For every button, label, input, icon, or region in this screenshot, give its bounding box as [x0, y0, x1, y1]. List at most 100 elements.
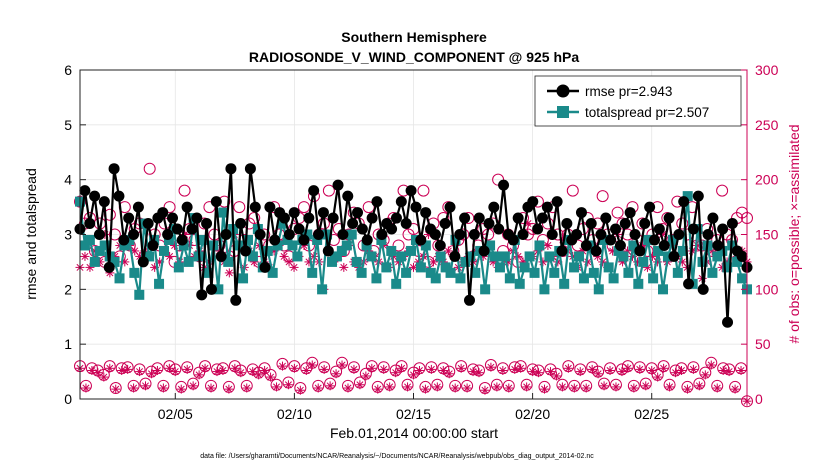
rmse-point: [639, 218, 651, 230]
totalspread-point: [401, 267, 412, 278]
obs-possible-marker: [163, 201, 176, 214]
totalspread-point: [84, 234, 95, 245]
rmse-point: [429, 229, 441, 240]
obs-assimilated-marker: [81, 383, 91, 393]
rmse-point: [575, 207, 587, 219]
rmse-point: [176, 234, 188, 246]
y-tick-label: 3: [64, 227, 72, 243]
chart-subtitle: RADIOSONDE_V_WIND_COMPONENT @ 925 hPa: [249, 49, 579, 65]
totalspread-point: [94, 245, 105, 256]
totalspread-point: [633, 278, 644, 289]
rmse-point: [468, 229, 480, 240]
rmse-point: [459, 212, 471, 224]
obs-assimilated-marker: [325, 381, 335, 391]
rmse-point: [84, 218, 96, 230]
rmse-point: [132, 201, 144, 213]
obs-assimilated-marker: [105, 363, 115, 373]
totalspread-point: [608, 273, 619, 284]
obs-assimilated-marker: [373, 384, 383, 394]
y-tick-label: 1: [64, 336, 72, 352]
obs-possible-marker: [716, 184, 729, 197]
obs-assimilated-marker: [480, 385, 490, 395]
totalspread-point: [376, 234, 387, 245]
obs-assimilated-marker: [611, 382, 621, 392]
rmse-point: [225, 163, 237, 175]
rmse-point: [201, 218, 213, 230]
totalspread-point: [480, 284, 491, 295]
totalspread-point: [549, 267, 560, 278]
rmse-point: [668, 250, 680, 262]
legend-spread-marker: [557, 106, 569, 118]
totalspread-point: [292, 251, 303, 262]
obs-assimilated-marker: [349, 364, 359, 374]
obs-assimilated-marker: [653, 372, 663, 382]
totalspread-point: [213, 284, 224, 295]
totalspread-point: [717, 245, 728, 256]
obs-assimilated-marker: [659, 363, 669, 373]
obs-assimilated-marker: [498, 365, 508, 375]
obs-possible-marker: [417, 184, 430, 197]
rmse-point: [595, 229, 607, 240]
obs-assimilated-marker: [426, 364, 436, 374]
obs-assimilated-marker: [629, 383, 639, 393]
obs-assimilated-marker: [522, 382, 532, 392]
rmse-point: [244, 163, 256, 175]
obs-assimilated-marker: [385, 382, 395, 392]
rmse-point: [337, 229, 349, 240]
obs-possible-marker: [392, 239, 405, 252]
y2-tick-label: 0: [755, 391, 763, 407]
obs-assimilated-marker: [117, 365, 127, 375]
obs-assimilated-marker: [236, 368, 246, 378]
rmse-point: [692, 190, 704, 202]
totalspread-point: [539, 284, 550, 295]
totalspread-point: [534, 240, 545, 251]
totalspread-point: [430, 273, 441, 284]
obs-assimilated-marker: [665, 382, 675, 392]
rmse-point: [585, 218, 597, 230]
totalspread-point: [144, 251, 155, 262]
totalspread-point: [158, 245, 169, 256]
rmse-point: [537, 212, 549, 224]
totalspread-point: [578, 273, 589, 284]
obs-assimilated-marker: [194, 370, 204, 380]
rmse-point: [463, 294, 475, 306]
rmse-point: [235, 218, 247, 230]
x-tick-label: 02/25: [634, 406, 669, 422]
rmse-point: [541, 201, 553, 213]
totalspread-point: [396, 251, 407, 262]
obs-assimilated-marker: [224, 268, 234, 278]
totalspread-point: [272, 240, 283, 251]
totalspread-point: [682, 191, 693, 202]
obs-assimilated-marker: [283, 380, 293, 390]
obs-assimilated-marker: [545, 367, 555, 377]
rmse-point: [327, 212, 339, 224]
obs-assimilated-marker: [551, 371, 561, 381]
totalspread-point: [574, 251, 585, 262]
rmse-point: [254, 229, 266, 240]
totalspread-point: [435, 251, 446, 262]
totalspread-point: [366, 251, 377, 262]
totalspread-point: [722, 262, 733, 273]
totalspread-point: [356, 267, 367, 278]
rmse-point: [697, 283, 709, 295]
rmse-point: [128, 229, 140, 240]
obs-possible-marker: [566, 184, 579, 197]
totalspread-point: [499, 251, 510, 262]
obs-assimilated-marker: [301, 365, 311, 375]
totalspread-point: [415, 262, 426, 273]
rmse-point: [678, 196, 690, 208]
obs-assimilated-marker: [99, 372, 109, 382]
rmse-point: [366, 212, 378, 224]
totalspread-point: [613, 245, 624, 256]
y2-tick-label: 150: [755, 227, 779, 243]
totalspread-point: [470, 267, 481, 278]
obs-assimilated-marker: [504, 383, 514, 393]
rmse-point: [123, 212, 135, 224]
totalspread-point: [603, 262, 614, 273]
x-tick-label: 02/05: [158, 406, 193, 422]
rmse-point: [658, 239, 670, 251]
obs-assimilated-marker: [694, 381, 704, 391]
obs-assimilated-marker: [379, 364, 389, 374]
x-tick-label: 02/15: [396, 406, 431, 422]
obs-assimilated-marker: [313, 383, 323, 393]
